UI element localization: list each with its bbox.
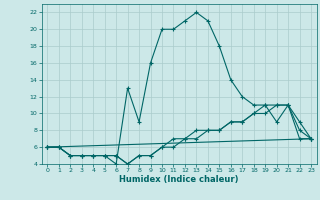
X-axis label: Humidex (Indice chaleur): Humidex (Indice chaleur)	[119, 175, 239, 184]
